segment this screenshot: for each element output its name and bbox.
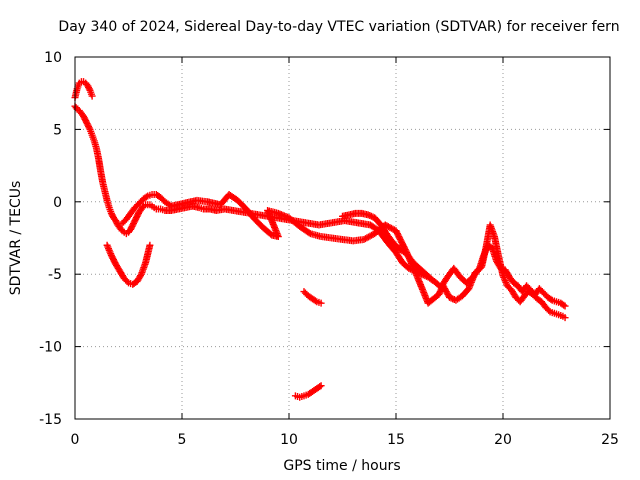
data-point-s3-p25-i7 bbox=[305, 229, 313, 237]
data-point-s3-p40-i1 bbox=[447, 294, 455, 302]
data-point-s5-p2-i2 bbox=[311, 297, 319, 305]
x-tick-label-2: 10 bbox=[280, 432, 298, 448]
data-point-s0-p97-i2 bbox=[547, 295, 555, 303]
data-point-s4-p4-i2 bbox=[367, 212, 375, 220]
plot-frame bbox=[74, 56, 611, 420]
x-axis-label: GPS time / hours bbox=[283, 458, 400, 474]
data-point-s2-p10 bbox=[146, 241, 154, 249]
y-tick-label-0: -15 bbox=[39, 412, 62, 428]
data-point-s4-p13-i4 bbox=[427, 275, 435, 283]
data-point-s4-p14 bbox=[428, 276, 436, 284]
data-point-s0-p6-i2 bbox=[85, 124, 93, 132]
data-point-s0-p101 bbox=[561, 302, 569, 310]
data-point-s4-p4 bbox=[364, 211, 372, 219]
x-tick-label-0: 0 bbox=[71, 432, 80, 448]
y-tick-label-3: 0 bbox=[53, 195, 62, 211]
data-point-s3-p65 bbox=[561, 314, 569, 322]
data-point-s6-p5-i2 bbox=[316, 383, 324, 391]
data-point-s3-p60-i2 bbox=[545, 306, 553, 314]
y-axis-label: SDTVAR / TECUs bbox=[8, 181, 24, 296]
y-tick-label-2: -5 bbox=[48, 267, 62, 283]
data-point-s6-p6 bbox=[317, 382, 325, 390]
data-point-s1-p6-i2 bbox=[85, 85, 93, 93]
x-tick-label-5: 25 bbox=[601, 432, 619, 448]
axis-ticks: 0 5 10 15 20 25 -15 -10 -5 0 5 10 bbox=[39, 50, 619, 448]
x-tick-label-4: 20 bbox=[494, 432, 512, 448]
x-tick-label-1: 5 bbox=[178, 432, 187, 448]
y-tick-label-1: -10 bbox=[39, 340, 62, 356]
data-point-s0-p100-i2 bbox=[560, 301, 568, 309]
data-point-s4-p4-i1 bbox=[366, 212, 374, 220]
data-point-s5-p4 bbox=[317, 299, 325, 307]
data-point-s1-p8 bbox=[88, 92, 96, 100]
data-point-s2-p7-i4 bbox=[136, 272, 144, 280]
grid-lines bbox=[75, 57, 610, 419]
data-series bbox=[71, 78, 569, 401]
data-point-s2-p4-i2 bbox=[123, 277, 131, 285]
y-tick-label-5: 10 bbox=[44, 50, 62, 66]
y-tick-label-4: 5 bbox=[53, 122, 62, 138]
data-point-s3-p40 bbox=[446, 293, 453, 301]
data-point-s3-p5-i2 bbox=[142, 193, 150, 201]
x-tick-label-3: 15 bbox=[387, 432, 405, 448]
chart-title: Day 340 of 2024, Sidereal Day-to-day VTE… bbox=[58, 19, 619, 35]
